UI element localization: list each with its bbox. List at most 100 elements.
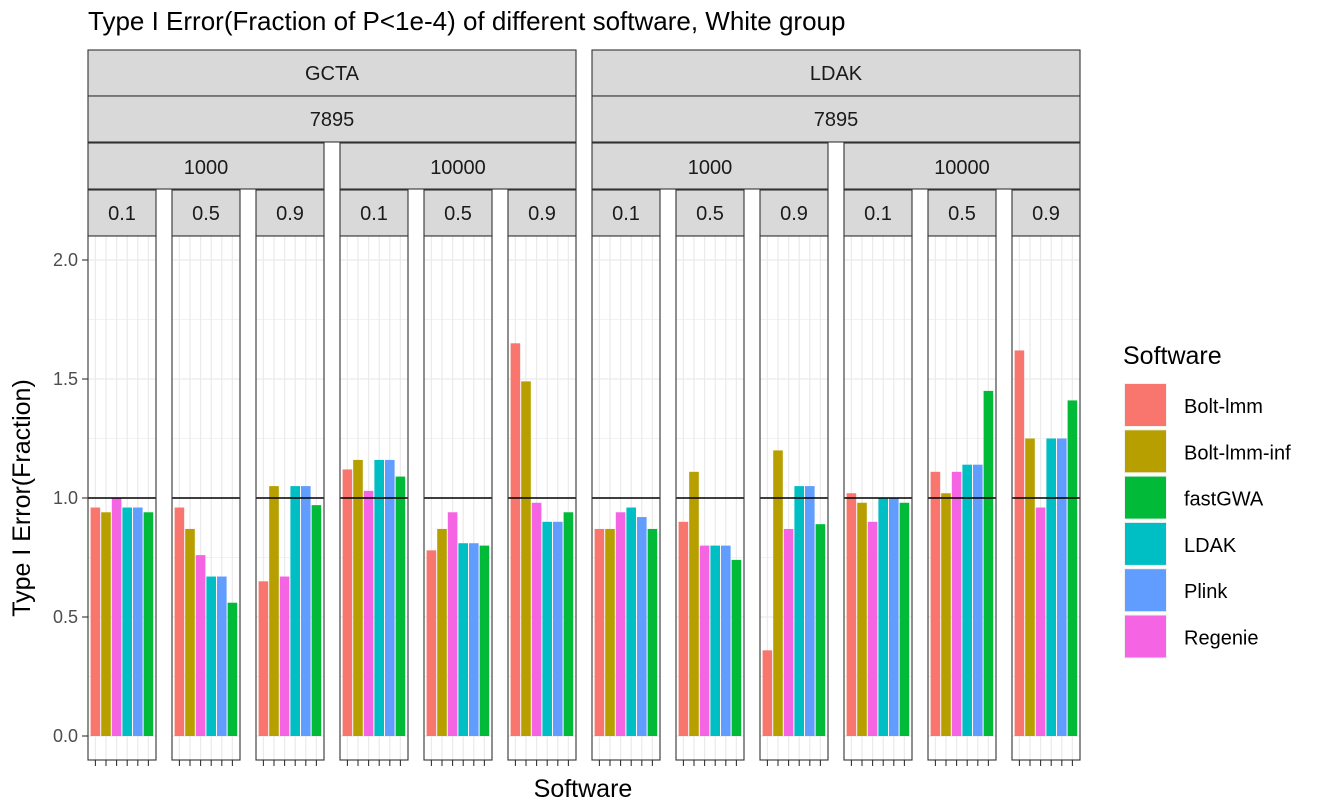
bar-bolt-lmm [762,650,773,736]
facet-strip-n-label: 7895 [310,109,355,131]
legend-label-bolt-lmm: Bolt-lmm [1184,396,1263,418]
facet-strip-h2-label: 0.9 [276,203,304,225]
facet-strip-h2 [171,189,241,237]
facet-strip-h2-label: 0.9 [528,203,556,225]
panel-border [591,235,661,761]
legend-key-fastgwa [1125,476,1166,519]
facet-strip-n [591,95,1081,143]
bar-plink [469,543,479,736]
facet-strip-h2-label: 0.5 [948,203,976,225]
facet-panel: 0.1 [591,189,661,766]
bar-bolt-lmm-inf [941,493,951,736]
bar-ldak [542,521,552,736]
bar-bolt-lmm [258,581,269,736]
facet-panel: 0.9 [1011,189,1081,766]
facet-strip-sub [87,142,325,190]
bar-plink [805,486,815,736]
bar-plink [217,576,227,736]
bar-regenie [531,502,542,736]
facet-strip-h2 [591,189,661,237]
facet-strip-sub [339,142,577,190]
facet-panel: 0.9 [759,189,829,766]
bar-fastgwa [647,528,658,736]
bar-regenie [1035,507,1046,736]
bar-plink [1057,438,1067,736]
panel-border [255,235,325,761]
bar-regenie [699,545,710,736]
facet-strip-group-label: LDAK [810,63,863,85]
facet-strip-sub-label: 1000 [688,157,733,179]
chart-title: Type I Error(Fraction of P<1e-4) of diff… [88,6,845,36]
bar-plink [553,521,563,736]
panel-border [927,235,997,761]
bar-plink [889,498,899,736]
bar-bolt-lmm [1014,350,1025,736]
bar-plink [133,507,143,736]
facet-panel: 0.1 [87,189,157,766]
y-axis-label: Type I Error(Fraction) [8,379,36,617]
bar-bolt-lmm [678,521,689,736]
facet-strip-sub [843,142,1081,190]
facet-panel: 0.1 [843,189,913,766]
x-axis-label: Software [534,775,633,803]
facet-strip-h2-label: 0.1 [360,203,388,225]
legend-label-fastgwa: fastGWA [1184,489,1264,511]
panel-border [759,235,829,761]
bar-ldak [374,459,384,736]
y-tick-label: 0.0 [53,726,78,746]
legend-label-plink: Plink [1184,581,1228,603]
facet-strip-h2-label: 0.5 [444,203,472,225]
facet-strip-h2-label: 0.9 [780,203,808,225]
facet-panel: 0.9 [507,189,577,766]
facet-strip-h2 [675,189,745,237]
facet-strip-group-label: GCTA [305,63,360,85]
bar-ldak [458,543,468,736]
panel-border [675,235,745,761]
bar-fastgwa [983,390,994,736]
bar-ldak [1046,438,1056,736]
bar-fastgwa [143,512,154,736]
y-axis: 0.0 0.5 1.0 1.5 2.0 [53,250,88,746]
facet-strip-h2-label: 0.1 [864,203,892,225]
bar-ldak [962,464,972,736]
facet-strip-h2 [1011,189,1081,237]
bar-fastgwa [479,545,490,736]
facet-strip-h2 [255,189,325,237]
bar-bolt-lmm-inf [1025,438,1035,736]
bar-ldak [710,545,720,736]
facet-strip-h2 [843,189,913,237]
facet-strip-n-label: 7895 [814,109,859,131]
y-tick-label: 1.5 [53,369,78,389]
legend-key-regenie [1125,615,1166,658]
facet-strip-h2 [759,189,829,237]
bar-bolt-lmm-inf [185,528,195,736]
bar-bolt-lmm [342,469,353,736]
facet-panel: 0.5 [675,189,745,766]
bar-regenie [867,521,878,736]
legend-key-bolt-lmm [1125,384,1166,426]
y-tick-label: 0.5 [53,607,78,627]
facets: GCTA 7895 1000 10000 LDAK 7895 1000 10000 0.1 0.5… [87,49,1081,766]
facet-panel: 0.5 [423,189,493,766]
bar-regenie [615,512,626,736]
bar-bolt-lmm-inf [101,512,111,736]
facet-strip-h2 [507,189,577,237]
facet-panel: 0.1 [339,189,409,766]
bar-ldak [794,486,804,736]
bar-fastgwa [563,512,574,736]
bar-regenie [195,555,206,736]
facet-strip-h2 [339,189,409,237]
facet-strip-sub-label: 1000 [184,157,229,179]
legend-title: Software [1123,342,1222,370]
legend-key-ldak [1125,522,1166,565]
bar-fastgwa [899,502,910,736]
bar-bolt-lmm [426,550,437,736]
panel-border [1011,235,1081,761]
bar-bolt-lmm-inf [353,459,363,736]
facet-panel: 0.5 [171,189,241,766]
bar-regenie [111,498,122,736]
facet-strip-group [87,49,577,97]
legend-label-ldak: LDAK [1184,535,1237,557]
bar-bolt-lmm-inf [269,486,279,736]
